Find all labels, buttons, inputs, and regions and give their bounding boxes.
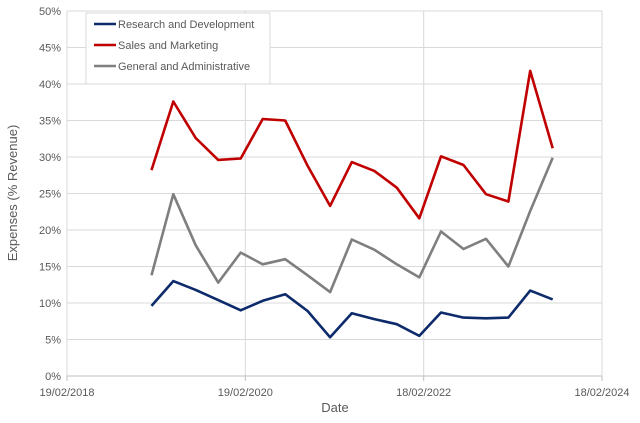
y-tick-label: 25% <box>39 189 61 201</box>
y-tick-label: 30% <box>39 152 61 164</box>
y-tick-label: 35% <box>39 116 61 128</box>
legend-label: General and Administrative <box>118 61 250 73</box>
series-lines <box>150 69 554 339</box>
y-tick-label: 20% <box>39 225 61 237</box>
y-tick-label: 50% <box>39 6 61 18</box>
legend-label: Research and Development <box>118 19 254 31</box>
x-tick-label: 19/02/2020 <box>218 387 273 399</box>
x-tick-label: 18/02/2022 <box>396 387 451 399</box>
x-axis-title: Date <box>321 400 348 415</box>
y-axis-title: Expenses (% Revenue) <box>5 125 20 262</box>
axes: 0% 5% 10% 15% 20% 25% 30% 35% 40% 45% 50% 19/02/201… <box>39 6 630 399</box>
y-tick-label: 0% <box>45 371 61 383</box>
x-tick-label: 18/02/2024 <box>574 387 629 399</box>
y-tick-label: 40% <box>39 79 61 91</box>
x-tick-label: 19/02/2018 <box>39 387 94 399</box>
y-tick-label: 5% <box>45 335 61 347</box>
legend: Research and Development Sales and Market… <box>85 12 271 85</box>
legend-label: Sales and Marketing <box>118 40 218 52</box>
y-tick-label: 10% <box>39 298 61 310</box>
y-tick-label: 15% <box>39 262 61 274</box>
series-line-1 <box>150 279 554 339</box>
series-line-3 <box>150 157 554 294</box>
y-tick-label: 45% <box>39 43 61 55</box>
legend-box <box>85 12 271 85</box>
series-line-2 <box>150 69 554 220</box>
